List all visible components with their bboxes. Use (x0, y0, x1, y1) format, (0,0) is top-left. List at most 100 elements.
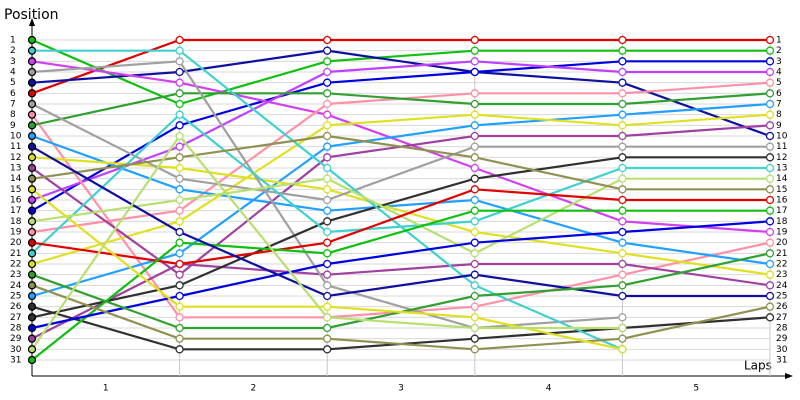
position-marker (175, 206, 184, 215)
position-marker (470, 110, 479, 119)
position-line (31, 113, 771, 266)
position-marker (618, 78, 627, 87)
position-marker (765, 270, 775, 279)
position-marker (27, 355, 37, 365)
position-marker (618, 345, 627, 354)
y-tick-label: 7 (10, 100, 16, 110)
position-marker (765, 99, 775, 109)
y-tick-label: 29 (10, 334, 22, 344)
position-marker (470, 323, 479, 333)
position-marker (323, 99, 332, 109)
y-tick-label-right: 27 (776, 313, 787, 323)
position-marker (27, 131, 37, 141)
position-marker (470, 46, 479, 55)
position-line (31, 103, 770, 202)
position-marker (175, 142, 184, 151)
position-marker (470, 121, 479, 130)
position-marker (765, 206, 775, 215)
position-marker (175, 249, 184, 258)
y-tick-label: 2 (10, 46, 16, 56)
position-marker (765, 238, 775, 247)
y-tick-label: 26 (10, 302, 22, 312)
position-marker (470, 67, 479, 77)
position-marker (175, 67, 184, 77)
x-axis-arrow (785, 373, 793, 379)
position-marker (765, 195, 775, 205)
position-marker (470, 345, 479, 354)
position-marker (470, 238, 479, 247)
position-marker (175, 163, 184, 173)
position-marker (470, 174, 479, 183)
position-marker (765, 313, 775, 322)
position-marker (323, 323, 332, 333)
y-tick-label-right: 10 (776, 132, 788, 142)
position-marker (618, 217, 627, 226)
position-marker (618, 291, 627, 301)
y-tick-label-right: 14 (776, 174, 788, 184)
y-tick-label: 21 (10, 249, 21, 259)
position-marker (765, 259, 775, 269)
y-tick-label: 3 (10, 57, 16, 67)
position-marker (765, 185, 775, 194)
position-marker (27, 345, 37, 354)
y-tick-label: 8 (10, 110, 16, 120)
position-marker (175, 195, 184, 205)
position-marker (27, 334, 37, 343)
y-tick-label: 11 (10, 142, 21, 152)
x-tick-label: 4 (546, 384, 552, 394)
position-marker (618, 57, 627, 66)
position-line (31, 38, 770, 95)
position-marker (618, 281, 627, 290)
y-tick-label: 12 (10, 153, 21, 163)
position-marker (323, 345, 332, 354)
y-tick-label: 9 (10, 121, 16, 131)
y-tick-label-right: 7 (776, 100, 782, 110)
y-tick-label-right: 30 (776, 345, 788, 355)
position-line (31, 60, 771, 234)
y-tick-label: 14 (10, 174, 22, 184)
position-marker (27, 281, 37, 290)
position-marker (175, 153, 184, 162)
y-tick-label-right: 18 (776, 217, 788, 227)
position-marker (27, 110, 37, 119)
position-marker (323, 67, 332, 77)
position-marker (27, 78, 37, 87)
position-marker (470, 281, 479, 290)
position-marker (618, 110, 627, 119)
position-marker (175, 270, 184, 279)
position-marker (618, 259, 627, 269)
position-marker (618, 323, 627, 333)
y-axis-label: Position (4, 7, 59, 23)
position-marker (765, 163, 775, 173)
x-tick-label: 5 (693, 384, 699, 394)
position-marker (765, 153, 775, 162)
y-tick-label-right: 15 (776, 185, 787, 195)
position-line (31, 113, 770, 255)
y-tick-label: 6 (10, 89, 16, 99)
position-marker (618, 142, 627, 151)
position-marker (323, 291, 332, 301)
position-marker (175, 217, 184, 226)
position-marker (175, 238, 184, 247)
position-marker (470, 99, 479, 109)
y-tick-label-right: 21 (776, 249, 787, 259)
position-marker (175, 174, 184, 183)
y-tick-label: 19 (10, 228, 22, 238)
y-tick-label-right: 8 (776, 110, 782, 120)
position-marker (27, 249, 37, 258)
position-marker (765, 35, 775, 45)
position-marker (470, 270, 479, 279)
position-marker (27, 99, 37, 109)
y-tick-label-right: 13 (776, 164, 787, 174)
y-tick-label: 25 (10, 292, 21, 302)
position-marker (175, 323, 184, 333)
y-tick-label: 4 (10, 68, 16, 78)
position-marker (27, 217, 37, 226)
position-marker (175, 131, 184, 141)
position-marker (765, 249, 775, 258)
position-marker (618, 206, 627, 215)
position-marker (765, 110, 775, 119)
position-marker (618, 35, 627, 45)
position-marker (470, 131, 479, 141)
position-line (31, 60, 770, 202)
